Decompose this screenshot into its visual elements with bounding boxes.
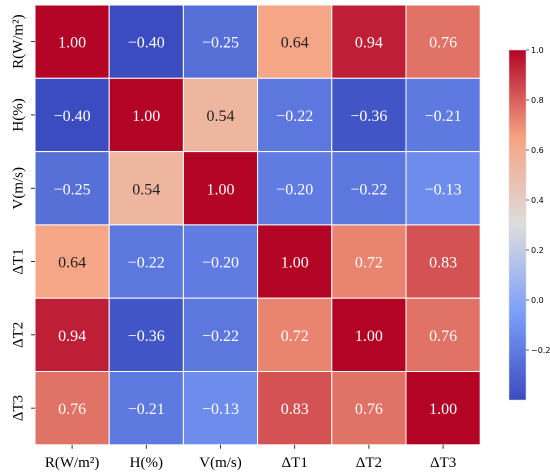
- col-tick-label-2: V(m/s): [199, 455, 242, 471]
- heatmap-cell-value-r4-c5: 0.76: [429, 328, 457, 345]
- heatmap-cell-r0-c4: [331, 4, 407, 79]
- column-tick-labels: R(W/m²) H(%) V(m/s) ΔT1 ΔT2 ΔT3: [45, 444, 456, 471]
- heatmap-cell-r3-c3: [257, 224, 333, 299]
- row-tick-label-1: H(%): [10, 98, 26, 131]
- heatmap-cell-value-r2-c2: 1.00: [207, 181, 235, 198]
- heatmap-cell-r4-c3: [257, 297, 333, 373]
- heatmap-cell-r2-c1: [108, 151, 184, 226]
- heatmap-cell-value-r3-c1: −0.22: [128, 255, 165, 272]
- heatmap-cell-value-r5-c3: 0.83: [281, 401, 309, 418]
- heatmap-cell-r3-c4: [331, 224, 407, 299]
- col-tick-label-0: R(W/m²): [45, 455, 100, 471]
- heatmap-cell-r2-c3: [257, 151, 333, 226]
- row-tick-label-0: R(W/m²): [10, 14, 26, 69]
- col-tick-label-3: ΔT1: [282, 455, 308, 471]
- heatmap-cells: 1.00 −0.40 −0.25 0.64 0.94 0.76 −0.40 1.00 0.54 −…: [34, 4, 481, 446]
- heatmap-cell-value-r1-c5: −0.21: [425, 108, 462, 125]
- heatmap-cell-r1-c5: [405, 77, 481, 153]
- heatmap-cell-value-r0-c2: −0.25: [202, 35, 239, 52]
- heatmap-cell-value-r5-c0: 0.76: [58, 401, 86, 418]
- col-tick-label-1: H(%): [130, 455, 163, 471]
- heatmap-cell-value-r0-c3: 0.64: [281, 35, 309, 52]
- heatmap-cell-value-r5-c1: −0.21: [128, 401, 165, 418]
- heatmap-cell-r3-c5: [405, 224, 481, 299]
- heatmap-cell-r3-c0: [34, 224, 110, 299]
- colorbar-gradient: [508, 49, 527, 401]
- heatmap-cell-r3-c2: [182, 224, 259, 299]
- colorbar-tick-label-1: 0.8: [531, 96, 544, 105]
- heatmap-cell-value-r3-c5: 0.83: [429, 255, 457, 272]
- heatmap-cell-value-r5-c2: −0.13: [202, 401, 239, 418]
- row-tick-labels: R(W/m²) H(%) V(m/s) ΔT1 ΔT2 ΔT3: [10, 14, 35, 421]
- heatmap-cell-r4-c5: [405, 297, 481, 373]
- heatmap-cell-value-r1-c1: 1.00: [132, 108, 160, 125]
- heatmap-cell-r0-c1: [108, 4, 184, 79]
- heatmap-cell-r4-c0: [34, 297, 110, 373]
- heatmap-cell-r4-c4: [331, 297, 407, 373]
- heatmap-cell-value-r2-c0: −0.25: [54, 181, 91, 198]
- heatmap-cell-r2-c5: [405, 151, 481, 226]
- heatmap-cell-r4-c2: [182, 297, 259, 373]
- heatmap-cell-r0-c3: [257, 4, 333, 79]
- heatmap-cell-r2-c0: [34, 151, 110, 226]
- col-tick-label-5: ΔT3: [430, 455, 456, 471]
- heatmap-cell-value-r2-c3: −0.20: [276, 181, 313, 198]
- heatmap-cell-r1-c1: [108, 77, 184, 153]
- heatmap-cell-value-r0-c5: 0.76: [429, 35, 457, 52]
- heatmap-cell-r1-c3: [257, 77, 333, 153]
- colorbar-tick-label-5: 0.0: [531, 296, 544, 305]
- heatmap-cell-value-r3-c0: 0.64: [58, 255, 86, 272]
- heatmap-cell-r0-c5: [405, 4, 481, 79]
- heatmap-cell-value-r4-c3: 0.72: [281, 328, 309, 345]
- row-tick-label-2: V(m/s): [10, 167, 26, 210]
- heatmap-cell-value-r1-c0: −0.40: [54, 108, 91, 125]
- col-tick-label-4: ΔT2: [356, 455, 382, 471]
- heatmap-cell-r0-c0: [34, 4, 110, 79]
- colorbar-tick-label-6: −0.2: [531, 346, 550, 355]
- colorbar-tick-label-3: 0.4: [531, 196, 544, 205]
- colorbar-tick-label-0: 1.0: [531, 46, 544, 55]
- heatmap-cell-value-r4-c1: −0.36: [128, 328, 165, 345]
- heatmap-cell-value-r4-c2: −0.22: [202, 328, 239, 345]
- heatmap-cell-r0-c2: [182, 4, 259, 79]
- row-tick-label-5: ΔT3: [10, 395, 26, 421]
- heatmap-cell-value-r0-c1: −0.40: [128, 35, 165, 52]
- heatmap-cell-value-r3-c2: −0.20: [202, 255, 239, 272]
- heatmap-cell-value-r0-c0: 1.00: [58, 35, 86, 52]
- heatmap-cell-value-r0-c4: 0.94: [355, 35, 383, 52]
- heatmap-cell-value-r1-c2: 0.54: [207, 108, 235, 125]
- heatmap-cell-value-r4-c4: 1.00: [355, 328, 383, 345]
- heatmap-cell-value-r2-c1: 0.54: [132, 181, 160, 198]
- heatmap-cell-r3-c1: [108, 224, 184, 299]
- heatmap-cell-value-r4-c0: 0.94: [58, 328, 86, 345]
- heatmap-cell-value-r1-c3: −0.22: [276, 108, 313, 125]
- colorbar: 1.0 0.8 0.6 0.4 0.2 0.0 −0.2: [508, 46, 550, 401]
- heatmap-cell-r5-c5: [405, 371, 481, 446]
- heatmap-cell-r2-c4: [331, 151, 407, 226]
- heatmap-cell-value-r2-c4: −0.22: [350, 181, 387, 198]
- colorbar-tick-label-2: 0.6: [531, 146, 544, 155]
- heatmap-cell-value-r3-c3: 1.00: [281, 255, 309, 272]
- heatmap-cell-r5-c0: [34, 371, 110, 446]
- heatmap-cell-value-r1-c4: −0.36: [350, 108, 387, 125]
- heatmap-cell-value-r5-c5: 1.00: [429, 401, 457, 418]
- heatmap-cell-r5-c4: [331, 371, 407, 446]
- row-tick-label-3: ΔT1: [10, 248, 26, 274]
- heatmap-cell-value-r3-c4: 0.72: [355, 255, 383, 272]
- heatmap-cell-value-r5-c4: 0.76: [355, 401, 383, 418]
- row-tick-label-4: ΔT2: [10, 322, 26, 348]
- colorbar-tick-label-4: 0.2: [531, 246, 544, 255]
- heatmap-cell-value-r2-c5: −0.13: [425, 181, 462, 198]
